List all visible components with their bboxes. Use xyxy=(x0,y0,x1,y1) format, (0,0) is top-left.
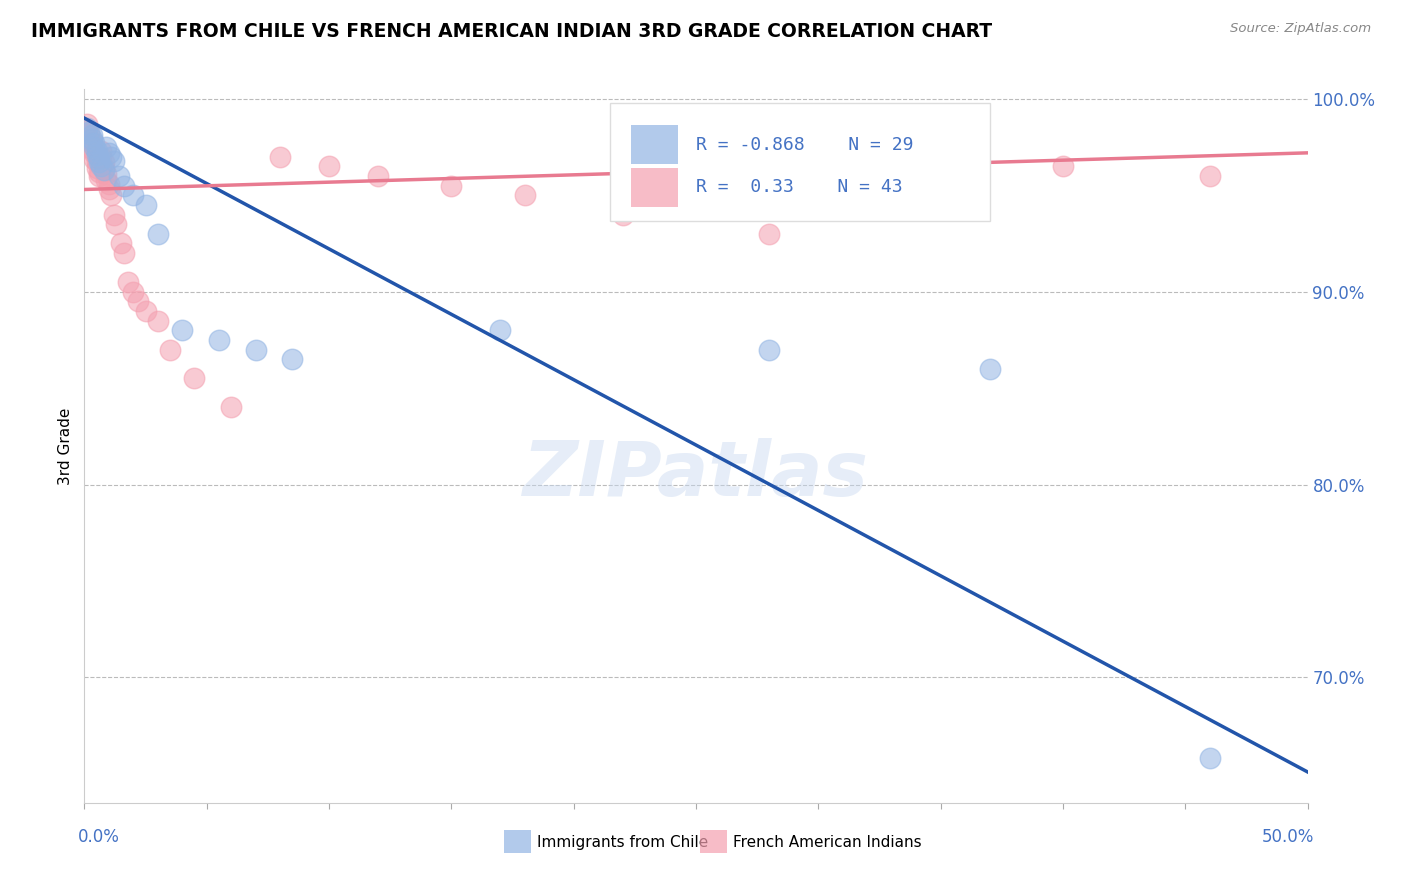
Point xyxy=(219,401,242,415)
Point xyxy=(83,140,105,154)
Point xyxy=(612,208,634,222)
Point xyxy=(107,169,129,183)
Point xyxy=(122,285,145,299)
Point xyxy=(87,152,110,166)
Point xyxy=(159,343,181,357)
Point xyxy=(146,227,169,241)
Point xyxy=(489,323,512,337)
Text: French American Indians: French American Indians xyxy=(733,835,921,849)
Point xyxy=(318,159,340,173)
Text: ZIPatlas: ZIPatlas xyxy=(523,438,869,511)
Point xyxy=(90,144,112,158)
Point xyxy=(80,128,103,143)
Text: IMMIGRANTS FROM CHILE VS FRENCH AMERICAN INDIAN 3RD GRADE CORRELATION CHART: IMMIGRANTS FROM CHILE VS FRENCH AMERICAN… xyxy=(31,22,993,41)
Point xyxy=(105,217,128,231)
Text: R = -0.868    N = 29: R = -0.868 N = 29 xyxy=(696,136,914,153)
FancyBboxPatch shape xyxy=(700,830,727,853)
Point xyxy=(172,323,194,337)
Point xyxy=(758,343,780,357)
Point xyxy=(76,122,98,136)
Point xyxy=(117,275,139,289)
Point xyxy=(77,127,100,141)
Point xyxy=(96,173,118,187)
Y-axis label: 3rd Grade: 3rd Grade xyxy=(58,408,73,484)
Point xyxy=(367,169,389,183)
Point xyxy=(269,150,291,164)
Point xyxy=(135,304,157,318)
FancyBboxPatch shape xyxy=(610,103,990,221)
Point xyxy=(86,144,108,158)
Point xyxy=(76,117,98,131)
Point xyxy=(90,150,112,164)
Point xyxy=(110,236,132,251)
Point xyxy=(112,246,135,260)
Text: R =  0.33    N = 43: R = 0.33 N = 43 xyxy=(696,178,903,196)
Point xyxy=(905,150,928,164)
Point xyxy=(758,227,780,241)
Point xyxy=(1052,159,1074,173)
Point xyxy=(86,148,108,162)
Point xyxy=(93,161,115,176)
Point xyxy=(87,165,110,179)
Point xyxy=(90,159,112,173)
Point xyxy=(979,362,1001,376)
Text: 50.0%: 50.0% xyxy=(1261,828,1313,846)
Point xyxy=(245,343,267,357)
Point xyxy=(96,167,118,181)
Point xyxy=(513,188,536,202)
Point xyxy=(80,132,103,146)
Point xyxy=(96,140,118,154)
Point xyxy=(183,371,205,385)
Point xyxy=(77,132,100,146)
Point xyxy=(100,188,122,202)
Point xyxy=(127,294,149,309)
Point xyxy=(146,313,169,327)
Point xyxy=(97,182,120,196)
FancyBboxPatch shape xyxy=(503,830,531,853)
Point xyxy=(103,208,125,222)
Point xyxy=(122,188,145,202)
Point xyxy=(97,145,120,160)
Point xyxy=(135,198,157,212)
Point xyxy=(87,169,110,183)
Point xyxy=(76,120,98,135)
FancyBboxPatch shape xyxy=(631,168,678,207)
Point xyxy=(93,163,115,178)
Point xyxy=(1198,169,1220,183)
FancyBboxPatch shape xyxy=(631,125,678,164)
Point xyxy=(440,178,463,193)
Point xyxy=(80,136,103,151)
Point xyxy=(86,155,108,169)
Point xyxy=(83,145,105,160)
Point xyxy=(93,155,115,169)
Text: Immigrants from Chile: Immigrants from Chile xyxy=(537,835,709,849)
Point xyxy=(1198,751,1220,765)
Text: 0.0%: 0.0% xyxy=(79,828,120,846)
Point xyxy=(103,153,125,168)
Point xyxy=(80,142,103,156)
Point xyxy=(100,150,122,164)
Point xyxy=(281,352,304,367)
Point xyxy=(77,125,100,139)
Point xyxy=(83,152,105,166)
Point xyxy=(83,136,105,151)
Point xyxy=(208,333,231,347)
Point xyxy=(112,178,135,193)
Point xyxy=(87,155,110,169)
Text: Source: ZipAtlas.com: Source: ZipAtlas.com xyxy=(1230,22,1371,36)
Point xyxy=(97,177,120,191)
Point xyxy=(86,161,108,176)
